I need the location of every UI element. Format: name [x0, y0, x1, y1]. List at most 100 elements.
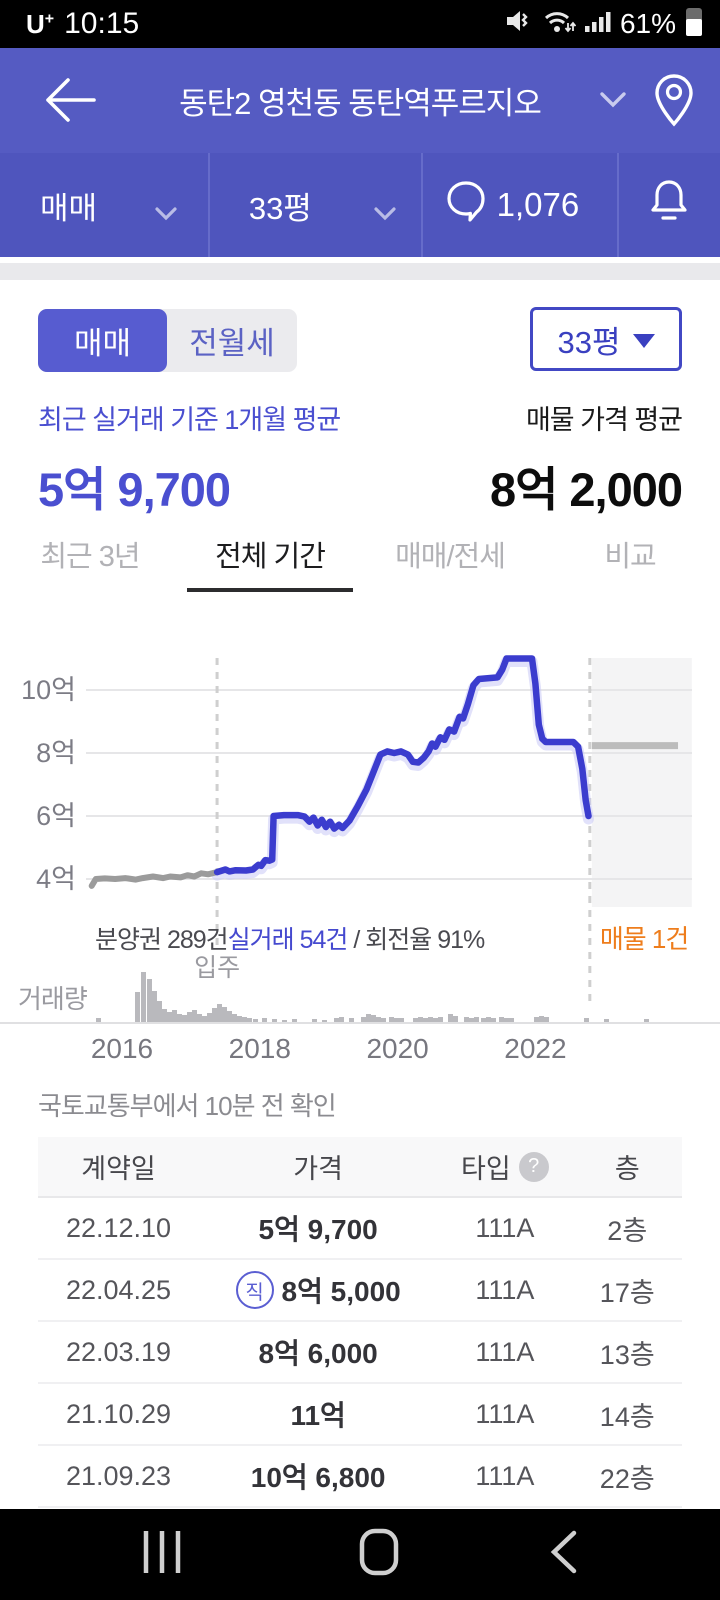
volume-bar — [339, 1017, 344, 1022]
cell-type: 111A — [475, 1212, 535, 1243]
mute-icon — [504, 6, 534, 43]
size-chevron-icon — [371, 197, 399, 233]
home-icon[interactable] — [358, 1528, 400, 1581]
occupancy-label: 입주 — [194, 954, 240, 982]
volume-bar — [242, 1017, 247, 1022]
recents-icon[interactable] — [140, 1529, 184, 1580]
toggle-maemae-button[interactable]: 매매 — [38, 309, 167, 372]
back-nav-icon[interactable] — [546, 1528, 580, 1581]
dropdown-triangle-icon — [632, 333, 655, 348]
cell-type: 111A — [475, 1336, 535, 1367]
cell-price: 11억 — [290, 1400, 346, 1431]
tab-0[interactable]: 최근 3년 — [40, 540, 140, 573]
comment-bubble-icon — [445, 179, 487, 231]
table-row[interactable]: 22.12.10 5억 9,700 111A 2층 — [38, 1198, 682, 1260]
volume-bar — [486, 1017, 491, 1022]
volume-bar — [481, 1018, 486, 1022]
volume-bar — [539, 1016, 544, 1022]
volume-bar — [644, 1019, 649, 1022]
y-axis-tick: 4억 — [36, 864, 76, 894]
volume-bar — [232, 1014, 237, 1022]
comments-button[interactable]: 1,076 — [420, 153, 617, 257]
table-row[interactable]: 21.09.23 10억 6,800 111A 22층 — [38, 1446, 682, 1508]
tab-3[interactable]: 비교 — [604, 540, 656, 573]
page-title[interactable]: 동탄2 영천동 동탄역푸르지오 — [179, 86, 542, 121]
cell-price: 8억 6,000 — [258, 1338, 378, 1369]
table-row[interactable]: 21.10.29 11억 111A 14층 — [38, 1384, 682, 1446]
col-header-price: 가격 — [293, 1154, 343, 1184]
volume-bar — [464, 1017, 469, 1022]
volume-bar — [604, 1019, 609, 1022]
cell-floor: 22층 — [599, 1463, 655, 1494]
app-header: 동탄2 영천동 동탄역푸르지오 — [0, 48, 720, 153]
volume-bar — [222, 1007, 227, 1022]
table-header-row: 계약일 가격 타입 ? 층 — [38, 1137, 682, 1198]
cell-date: 22.04.25 — [65, 1274, 172, 1305]
col-header-floor: 층 — [614, 1154, 640, 1184]
volume-bar — [428, 1017, 433, 1022]
cell-type: 111A — [475, 1398, 535, 1429]
volume-bar — [207, 1013, 212, 1022]
volume-bar — [292, 1019, 297, 1022]
section-divider — [0, 263, 720, 280]
cell-price: 직 8억 5,000 — [199, 1270, 437, 1310]
cell-date: 22.03.19 — [65, 1336, 172, 1367]
volume-bar — [491, 1018, 496, 1022]
cell-floor: 14층 — [599, 1401, 655, 1432]
comment-count: 1,076 — [496, 186, 580, 223]
volume-bar — [534, 1017, 539, 1022]
future-region — [591, 658, 692, 907]
volume-bar — [157, 1001, 162, 1022]
type-help-icon[interactable]: ? — [518, 1151, 549, 1182]
cell-price: 10억 6,800 — [250, 1462, 386, 1493]
size-dropdown-button[interactable]: 33평 — [530, 307, 682, 371]
size-select[interactable]: 33평 — [207, 153, 421, 257]
cell-price: 5억 9,700 — [258, 1214, 378, 1245]
volume-bar — [474, 1017, 479, 1022]
table-body: 22.12.10 5억 9,700 111A 2층 22.04.25 직 8억 5,000 1… — [38, 1198, 682, 1508]
size-dropdown-value: 33평 — [557, 324, 621, 360]
x-axis-tick: 2020 — [366, 1033, 428, 1064]
volume-bar — [418, 1017, 423, 1022]
back-icon[interactable] — [44, 76, 96, 124]
cell-type: 111A — [475, 1460, 535, 1491]
col-header-date: 계약일 — [81, 1154, 156, 1184]
trade-type-label: 매매 — [40, 190, 98, 226]
chart-tabs: 최근 3년 전체 기간 매매/전세 비교 — [0, 515, 720, 592]
volume-bar — [135, 992, 140, 1022]
volume-bar — [212, 1008, 217, 1022]
x-axis-tick: 2018 — [229, 1033, 291, 1064]
tab-2[interactable]: 매매/전세 — [395, 540, 506, 573]
volume-bar — [394, 1018, 399, 1022]
trade-type-select[interactable]: 매매 — [0, 153, 208, 257]
volume-bar — [147, 979, 152, 1022]
status-bar: U+ 10:15 61% — [0, 0, 720, 48]
cell-type: 111A — [475, 1274, 535, 1305]
tab-1[interactable]: 전체 기간 — [180, 515, 360, 592]
listing-marker-bar — [591, 742, 679, 750]
volume-bar — [262, 1018, 267, 1022]
clock: 10:15 — [64, 7, 140, 40]
volume-bar — [381, 1018, 386, 1022]
toggle-jeonwolse-button[interactable]: 전월세 — [189, 326, 275, 361]
volume-bar — [334, 1018, 339, 1022]
cell-date: 22.12.10 — [65, 1212, 172, 1243]
x-axis-tick: 2016 — [91, 1033, 153, 1064]
map-pin-icon[interactable] — [652, 72, 696, 135]
alert-button[interactable] — [616, 153, 720, 257]
volume-bar — [361, 1017, 366, 1022]
table-row[interactable]: 22.04.25 직 8억 5,000 111A 17층 — [38, 1260, 682, 1322]
volume-bar — [272, 1019, 277, 1022]
volume-bar — [227, 1011, 232, 1022]
recent-trade-summary: 최근 실거래 기준 1개월 평균 5억 9,700 — [38, 398, 341, 520]
cell-floor: 17층 — [599, 1277, 655, 1308]
col-header-type: 타입 ? — [437, 1147, 572, 1186]
table-row[interactable]: 22.03.19 8억 6,000 111A 13층 — [38, 1322, 682, 1384]
y-axis-tick: 8억 — [36, 738, 76, 768]
title-chevron-down-icon[interactable] — [596, 88, 630, 117]
volume-bar — [433, 1018, 438, 1022]
trade-toggle: 매매 전월세 — [38, 309, 297, 372]
volume-bar — [172, 1010, 177, 1022]
listing-price-label: 매물 가격 평균 — [525, 405, 683, 435]
